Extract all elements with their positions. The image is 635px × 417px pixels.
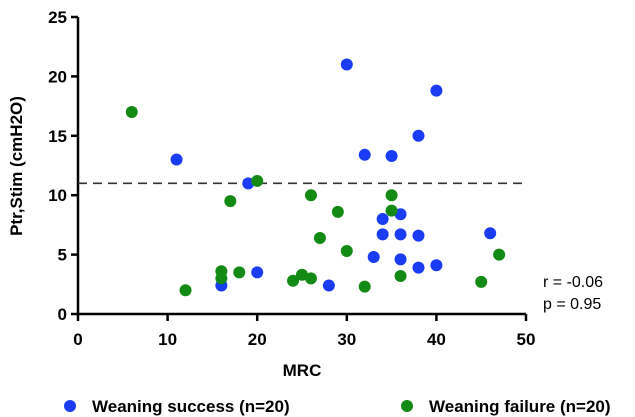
point-weaning-failure: [215, 272, 228, 285]
point-weaning-failure: [385, 204, 398, 217]
point-weaning-success: [394, 253, 407, 266]
point-weaning-success: [340, 58, 353, 71]
x-axis-title: MRC: [283, 361, 322, 380]
legend-label-failure: Weaning failure (n=20): [429, 397, 611, 416]
point-weaning-failure: [179, 284, 192, 297]
point-weaning-success: [251, 266, 264, 279]
point-weaning-failure: [287, 274, 300, 287]
legend-label-success: Weaning success (n=20): [92, 397, 290, 416]
y-tick-label: 25: [48, 8, 67, 27]
y-tick-label: 20: [48, 67, 67, 86]
point-weaning-failure: [493, 248, 506, 261]
x-tick-label: 20: [248, 330, 267, 349]
point-weaning-failure: [331, 205, 344, 218]
point-weaning-success: [412, 229, 425, 242]
point-weaning-success: [385, 149, 398, 162]
ticks: 0 10 20 30 40 50 0 5 10 15 20 25: [48, 8, 535, 349]
point-weaning-success: [484, 227, 497, 240]
x-tick-label: 40: [427, 330, 446, 349]
point-weaning-failure: [385, 189, 398, 202]
x-tick-label: 50: [517, 330, 536, 349]
y-tick-label: 5: [58, 246, 67, 265]
annotation-p: p = 0.95: [543, 296, 601, 313]
point-weaning-failure: [233, 266, 246, 279]
point-weaning-failure: [394, 269, 407, 282]
point-weaning-failure: [313, 231, 326, 244]
point-weaning-failure: [224, 195, 237, 208]
x-tick-label: 0: [73, 330, 82, 349]
point-weaning-success: [170, 153, 183, 166]
x-tick-label: 10: [158, 330, 177, 349]
point-weaning-success: [376, 212, 389, 225]
point-weaning-failure: [358, 280, 371, 293]
legend-marker-success: [64, 400, 76, 412]
legend: Weaning success (n=20) Weaning failure (…: [64, 397, 611, 416]
y-tick-label: 10: [48, 186, 67, 205]
point-weaning-failure: [304, 189, 317, 202]
axes: [76, 17, 526, 316]
point-weaning-success: [322, 279, 335, 292]
point-weaning-failure: [251, 174, 264, 187]
legend-marker-failure: [401, 400, 413, 412]
point-weaning-success: [430, 84, 443, 97]
point-weaning-success: [394, 228, 407, 241]
point-weaning-success: [367, 250, 380, 263]
y-axis-title: Ptr,Stim (cmH2O): [7, 96, 26, 236]
annotation-r: r = -0.06: [543, 274, 603, 291]
points: [125, 58, 506, 297]
point-weaning-success: [430, 259, 443, 272]
point-weaning-success: [358, 148, 371, 161]
point-weaning-success: [376, 228, 389, 241]
point-weaning-success: [412, 261, 425, 274]
y-tick-label: 0: [58, 305, 67, 324]
point-weaning-failure: [340, 245, 353, 258]
point-weaning-success: [412, 129, 425, 142]
point-weaning-failure: [475, 275, 488, 288]
y-tick-label: 15: [48, 127, 67, 146]
point-weaning-failure: [304, 272, 317, 285]
point-weaning-failure: [125, 106, 138, 119]
x-tick-label: 30: [337, 330, 356, 349]
